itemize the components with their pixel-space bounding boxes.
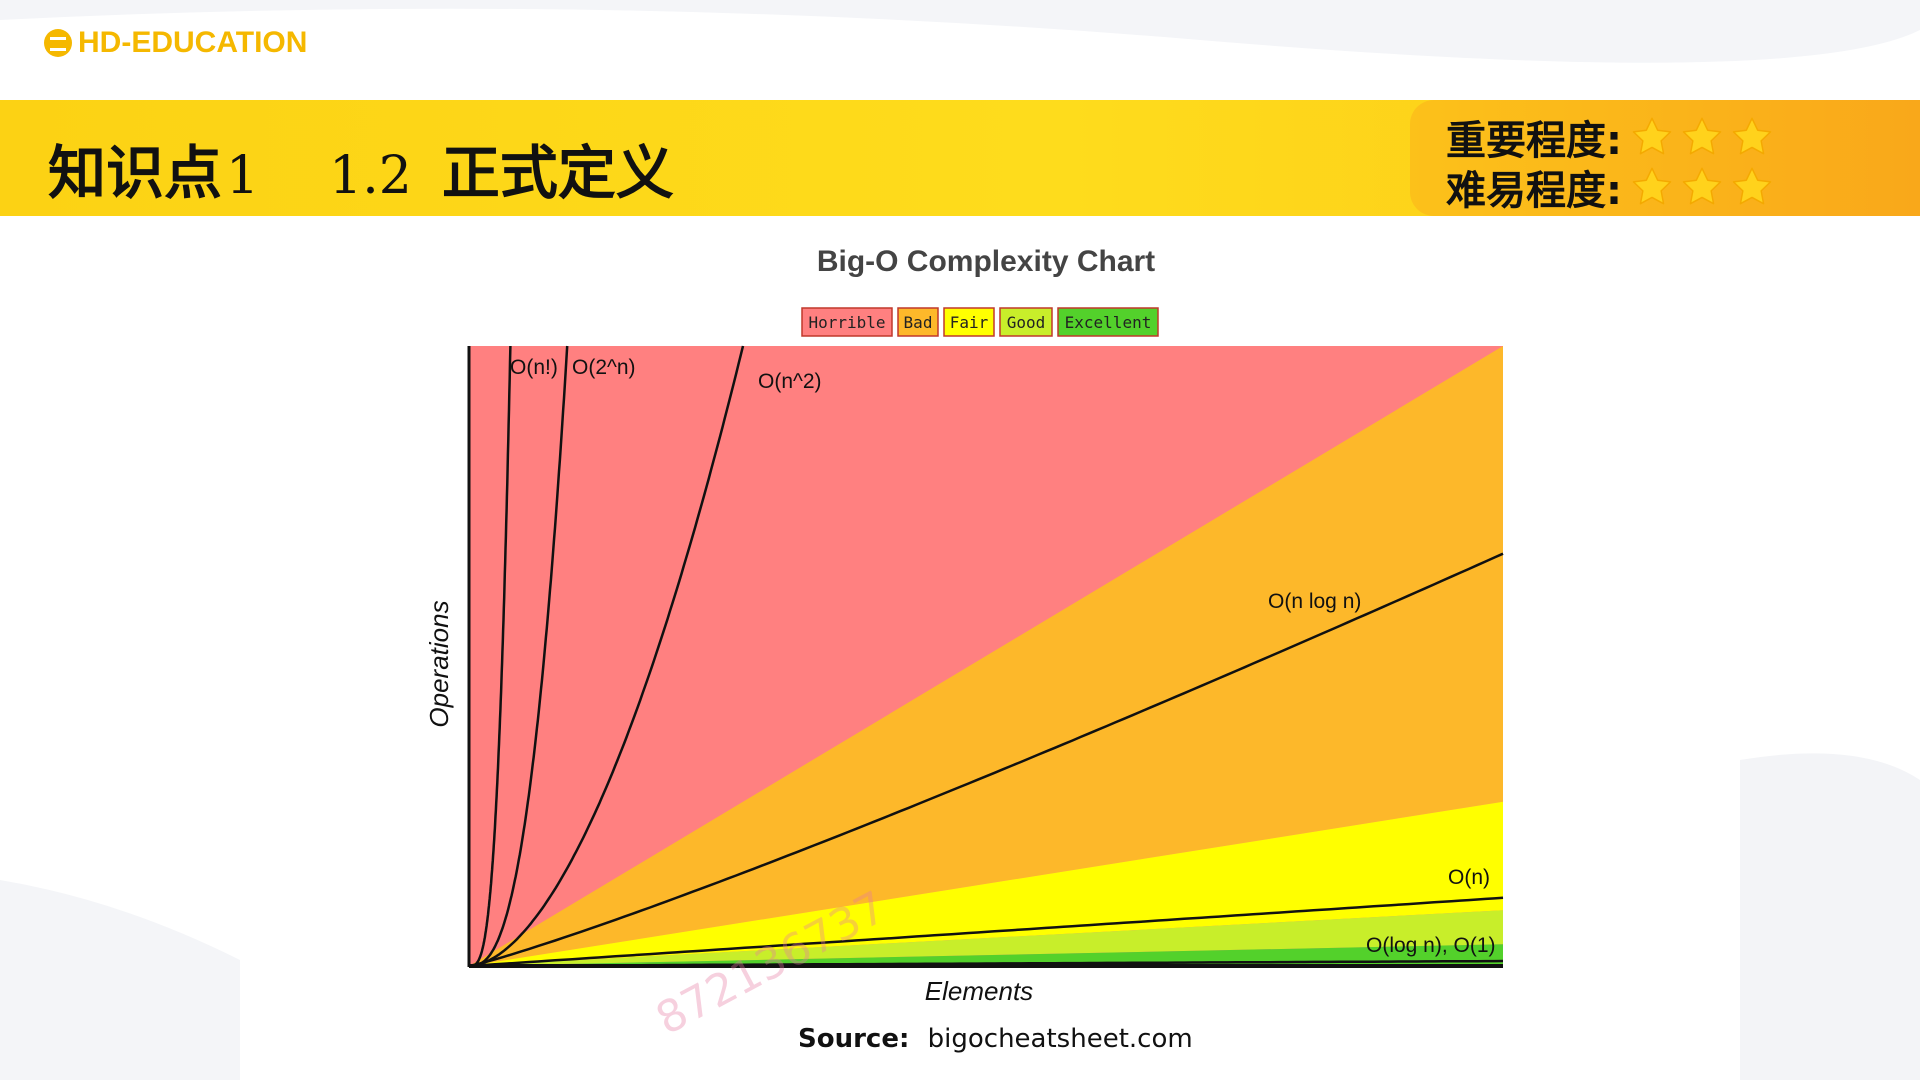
title-section: 1.2 <box>329 146 412 206</box>
importance-label: 重要程度: <box>1446 118 1622 164</box>
curve-label: O(n^2) <box>758 370 822 393</box>
star-icon <box>1732 167 1772 205</box>
star-icon <box>1632 167 1672 205</box>
legend-label: Excellent <box>1065 313 1152 332</box>
rating-panel <box>1410 100 1920 216</box>
curve-label: O(log n), O(1) <box>1366 934 1496 957</box>
title-number: 1 <box>226 146 260 206</box>
region-good <box>469 910 1503 966</box>
source-label: Source: <box>798 1024 909 1054</box>
y-axis-label: Operations <box>424 600 454 727</box>
importance-stars <box>1630 115 1774 159</box>
legend-item-horrible: Horrible <box>801 307 893 337</box>
legend-swatch <box>897 307 939 337</box>
star-icon <box>1632 117 1672 155</box>
logo: HD-EDUCATION <box>44 26 307 60</box>
legend-swatch <box>801 307 893 337</box>
page-title: 知识点1 1.2 正式定义 <box>48 126 674 210</box>
region-bad <box>469 346 1503 966</box>
region-excellent <box>469 944 1503 966</box>
legend-label: Fair <box>950 313 989 332</box>
star-icon <box>1732 117 1772 155</box>
legend-swatch <box>1057 307 1159 337</box>
legend-item-excellent: Excellent <box>1057 307 1159 337</box>
chart-legend: Horrible Bad Fair Good Excellent <box>801 307 1159 337</box>
logo-mark-icon <box>44 29 72 57</box>
source-text: bigocheatsheet.com <box>928 1024 1193 1054</box>
x-axis-label: Elements <box>925 976 1033 1006</box>
legend-item-good: Good <box>999 307 1053 337</box>
source-line: Source: bigocheatsheet.com <box>798 1024 1193 1054</box>
legend-label: Horrible <box>808 313 885 332</box>
title-name: 正式定义 <box>441 139 674 207</box>
curve-o-2-n- <box>469 345 569 968</box>
curve-o-n-2- <box>468 345 745 968</box>
legend-item-fair: Fair <box>943 307 995 337</box>
importance-rating: 重要程度: <box>1446 108 1774 166</box>
legend-swatch <box>999 307 1053 337</box>
curve-label: O(n) <box>1448 866 1490 889</box>
chart-title: Big-O Complexity Chart <box>817 245 1155 278</box>
legend-swatch <box>943 307 995 337</box>
curve-o-n-log-n- <box>468 552 1504 968</box>
star-icon <box>1682 117 1722 155</box>
title-prefix: 知识点 <box>48 139 223 207</box>
difficulty-stars <box>1630 165 1774 209</box>
curve-label: O(n log n) <box>1268 590 1361 613</box>
legend-label: Bad <box>904 313 933 332</box>
legend-label: Good <box>1007 313 1046 332</box>
star-icon <box>1682 167 1722 205</box>
region-fair <box>469 801 1503 966</box>
difficulty-label: 难易程度: <box>1446 168 1622 214</box>
legend-item-bad: Bad <box>897 307 939 337</box>
logo-text: HD-EDUCATION <box>78 26 308 59</box>
difficulty-rating: 难易程度: <box>1446 158 1774 216</box>
chart-curve-labels: O(n!) O(2^n) O(n^2) O(n log n) O(n) O(log n),… <box>510 356 1496 957</box>
chart-regions <box>469 346 1503 966</box>
curve-o-n- <box>468 896 1504 968</box>
curve-label: O(2^n) <box>572 356 636 379</box>
curve-label: O(n!) <box>510 356 558 379</box>
